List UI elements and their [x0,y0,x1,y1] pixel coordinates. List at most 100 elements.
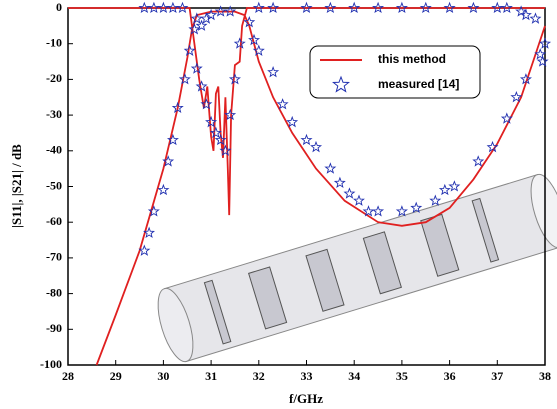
star-marker [310,140,323,153]
star-marker [190,62,203,74]
star-marker [510,91,523,103]
legend-label: measured [14] [378,77,459,91]
x-tick-label: 32 [253,369,265,383]
x-tick-label: 36 [444,369,456,383]
star-marker [372,205,385,217]
star-marker [529,12,542,24]
star-marker [200,12,213,24]
y-tick-label: -70 [46,250,62,264]
star-marker [429,194,442,206]
star-marker [233,37,246,49]
star-marker [195,19,208,31]
star-marker [333,176,346,189]
star-marker [419,1,432,14]
x-tick-label: 37 [491,369,503,383]
x-axis-label: f/GHz [289,391,323,406]
star-marker [448,180,461,192]
star-marker [486,140,499,153]
star-marker [190,12,203,24]
star-marker [219,144,232,156]
star-marker [243,16,256,28]
y-tick-label: -30 [46,107,62,121]
x-tick-label: 28 [62,369,74,383]
star-marker [491,1,504,14]
star-marker [348,1,361,14]
filter-illustration [157,173,557,363]
star-marker [500,112,513,124]
star-marker [343,187,356,199]
star-marker [372,1,385,14]
y-tick-label: -90 [46,321,62,335]
star-marker [183,44,196,56]
star-marker [157,183,170,196]
legend-swatch [332,75,350,93]
star-marker [224,108,237,121]
star-marker [286,115,299,128]
star-marker [228,73,241,85]
star-marker [147,1,160,14]
star-marker [209,126,222,139]
star-marker [276,98,289,110]
y-tick-label: -40 [46,143,62,157]
x-tick-label: 35 [396,369,408,383]
star-marker [300,133,313,146]
star-marker [157,1,170,14]
star-marker [162,155,175,167]
star-marker [520,8,532,21]
legend-label: this method [378,52,446,66]
star-marker [147,205,160,217]
star-marker [252,44,265,56]
x-tick-label: 31 [205,369,217,383]
y-tick-label: 0 [56,0,62,14]
star-marker [188,23,201,35]
star-marker [138,244,151,256]
star-marker [200,98,213,110]
star-marker [214,133,227,146]
y-tick-label: -100 [40,357,62,371]
star-marker [248,33,261,46]
star-marker [205,8,218,21]
star-marker [166,133,179,146]
star-marker [224,5,237,17]
star-marker [267,65,280,78]
star-marker [178,73,191,85]
star-marker [166,1,179,14]
star-marker [534,48,547,60]
y-tick-label: -80 [46,285,62,299]
star-marker [324,1,337,14]
star-marker [410,201,423,214]
star-marker [143,226,155,239]
x-tick-label: 34 [348,369,360,383]
star-marker [171,101,184,114]
star-marker [536,55,549,67]
star-marker [138,1,151,14]
star-marker [467,1,480,14]
star-marker [538,37,552,49]
star-marker [395,205,408,217]
star-marker [395,1,408,14]
star-marker [267,1,280,14]
y-tick-label: -60 [46,214,62,228]
star-marker [176,1,189,14]
x-tick-label: 29 [110,369,122,383]
star-marker [214,5,227,17]
star-marker [205,115,218,128]
y-tick-label: -10 [46,35,62,49]
star-marker [195,80,208,92]
star-marker [519,73,532,85]
star-marker [324,162,337,174]
star-marker [472,155,485,167]
x-tick-label: 30 [157,369,169,383]
y-tick-label: -20 [46,71,62,85]
star-marker [362,205,375,217]
star-marker [300,1,313,14]
x-tick-label: 33 [301,369,313,383]
star-marker [500,1,513,14]
y-tick-label: -50 [46,178,62,192]
legend: this method measured [14] [309,45,481,99]
y-axis-label: |S11|, |S21| / dB [9,144,24,228]
star-marker [252,1,265,14]
star-marker [438,183,451,196]
